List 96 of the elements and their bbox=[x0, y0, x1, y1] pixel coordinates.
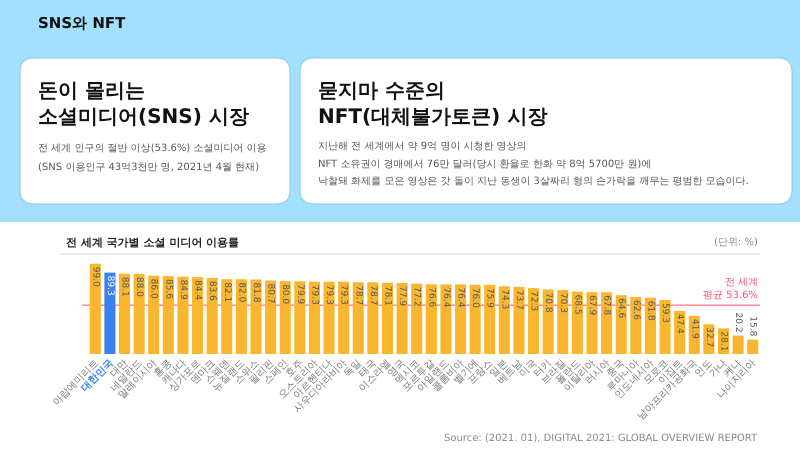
data-label: 72.3 bbox=[528, 291, 539, 312]
source-note: Source: (2021. 01), DIGITAL 2021: GLOBAL OVERVIEW REPORT bbox=[444, 433, 758, 444]
data-label: 89.3 bbox=[104, 276, 115, 296]
bar bbox=[104, 272, 116, 354]
bar bbox=[308, 282, 320, 354]
chart-title: 전 세계 국가별 소셜 미디어 이용률 bbox=[66, 236, 240, 249]
data-label: 77.2 bbox=[412, 286, 422, 307]
data-label: 67.8 bbox=[602, 295, 612, 316]
data-label: 82.1 bbox=[222, 282, 232, 302]
data-label: 84.9 bbox=[178, 280, 188, 300]
bar bbox=[747, 340, 758, 354]
bar bbox=[192, 277, 204, 354]
data-label: 79.9 bbox=[294, 284, 305, 305]
data-label: 88.1 bbox=[120, 276, 130, 297]
bar bbox=[250, 279, 262, 354]
bar bbox=[280, 281, 291, 354]
data-label: 99.0 bbox=[90, 266, 100, 288]
data-label: 79.3 bbox=[324, 284, 334, 305]
text: SNS와 NFT bbox=[38, 14, 126, 32]
bar bbox=[513, 286, 525, 354]
data-label: 59.3 bbox=[660, 302, 670, 324]
data-label: 73.7 bbox=[514, 290, 524, 310]
data-label: 77.9 bbox=[397, 286, 408, 306]
bar bbox=[586, 292, 598, 354]
data-label: 20.2 bbox=[733, 312, 744, 333]
bar bbox=[118, 274, 130, 354]
data-label: 80.0 bbox=[280, 284, 290, 304]
bar bbox=[352, 282, 364, 354]
data-label: 81.8 bbox=[251, 282, 261, 303]
data-label: 79.3 bbox=[309, 284, 320, 305]
bar bbox=[542, 290, 554, 354]
data-label: 78.7 bbox=[353, 285, 364, 306]
data-label: 83.6 bbox=[207, 280, 218, 302]
text: 돈이 몰리는 소셜미디어(SNS) 시장 bbox=[38, 78, 249, 128]
bar bbox=[454, 284, 466, 354]
bar bbox=[338, 282, 350, 354]
bar bbox=[177, 276, 189, 354]
bar bbox=[265, 280, 276, 354]
bar bbox=[90, 264, 101, 354]
bar bbox=[148, 276, 160, 354]
bar bbox=[411, 284, 422, 354]
data-label: 76.6 bbox=[426, 287, 436, 308]
bar bbox=[221, 279, 232, 354]
text: 전 세계 인구의 절반 이상(53.6%) 소셜미디어 이용 bbox=[38, 143, 267, 154]
text: NFT 소유권이 경매에서 76만 달러(당시 환율로 한화 약 8억 5700만 원)에 bbox=[318, 159, 652, 170]
data-label: 75.9 bbox=[484, 288, 495, 308]
data-label: 28.1 bbox=[718, 331, 728, 352]
data-label: 88.0 bbox=[134, 276, 144, 298]
bar bbox=[528, 288, 540, 354]
data-label: 76.4 bbox=[440, 287, 451, 308]
data-label: 74.3 bbox=[499, 289, 510, 310]
text: (SNS 이용인구 43억3천만 명, 2021년 4월 현재) bbox=[38, 162, 260, 173]
data-label: 62.6 bbox=[630, 300, 641, 320]
bar bbox=[426, 284, 437, 354]
data-label: 41.9 bbox=[689, 318, 700, 340]
text: (단위: %) bbox=[714, 237, 758, 248]
data-label: 15.8 bbox=[748, 316, 758, 337]
bar bbox=[323, 282, 335, 354]
data-label: 68.5 bbox=[572, 294, 582, 315]
data-label: 76.0 bbox=[470, 288, 480, 308]
data-label: 82.0 bbox=[236, 282, 246, 303]
data-label: 86.0 bbox=[148, 278, 159, 299]
data-label: 70.8 bbox=[543, 292, 554, 313]
bar bbox=[382, 282, 394, 354]
data-label: 32.7 bbox=[704, 327, 714, 348]
bar bbox=[294, 281, 306, 354]
bar bbox=[134, 274, 145, 354]
bar bbox=[367, 282, 378, 354]
bar bbox=[557, 290, 568, 354]
data-label: 61.8 bbox=[645, 300, 656, 322]
bar bbox=[601, 292, 612, 354]
bar bbox=[162, 276, 174, 354]
data-label: 67.9 bbox=[587, 295, 597, 316]
bar bbox=[484, 284, 496, 354]
bar bbox=[470, 284, 481, 354]
text: 낙찰돼 화제를 모은 영상은 갓 돌이 지난 동생이 3살짜리 형의 손가락을 깨무는 평범한 모습이다. bbox=[318, 176, 749, 187]
data-label: 47.4 bbox=[674, 314, 685, 334]
data-label: 79.3 bbox=[338, 284, 349, 305]
bar bbox=[206, 278, 218, 354]
data-label: 78.1 bbox=[382, 286, 392, 306]
data-label: 84.4 bbox=[192, 280, 203, 300]
data-label: 78.7 bbox=[368, 285, 378, 306]
bar bbox=[236, 279, 247, 354]
bar bbox=[396, 283, 408, 354]
data-label: 76.4 bbox=[456, 287, 466, 308]
data-label: 85.6 bbox=[163, 279, 174, 300]
bar bbox=[616, 295, 627, 354]
bar bbox=[440, 284, 452, 354]
bar bbox=[498, 286, 510, 354]
text: 묻지마 수준의 NFT(대체불가토큰) 시장 bbox=[318, 78, 548, 128]
data-label: 80.7 bbox=[266, 283, 276, 304]
ref-line-label: 전 세계 평균 53.6% bbox=[703, 277, 758, 301]
data-label: 70.3 bbox=[558, 292, 568, 313]
bar bbox=[732, 336, 744, 354]
text: 지난해 전 세계에서 약 9억 명이 시청한 영상의 bbox=[318, 141, 527, 152]
data-label: 64.6 bbox=[616, 298, 626, 318]
